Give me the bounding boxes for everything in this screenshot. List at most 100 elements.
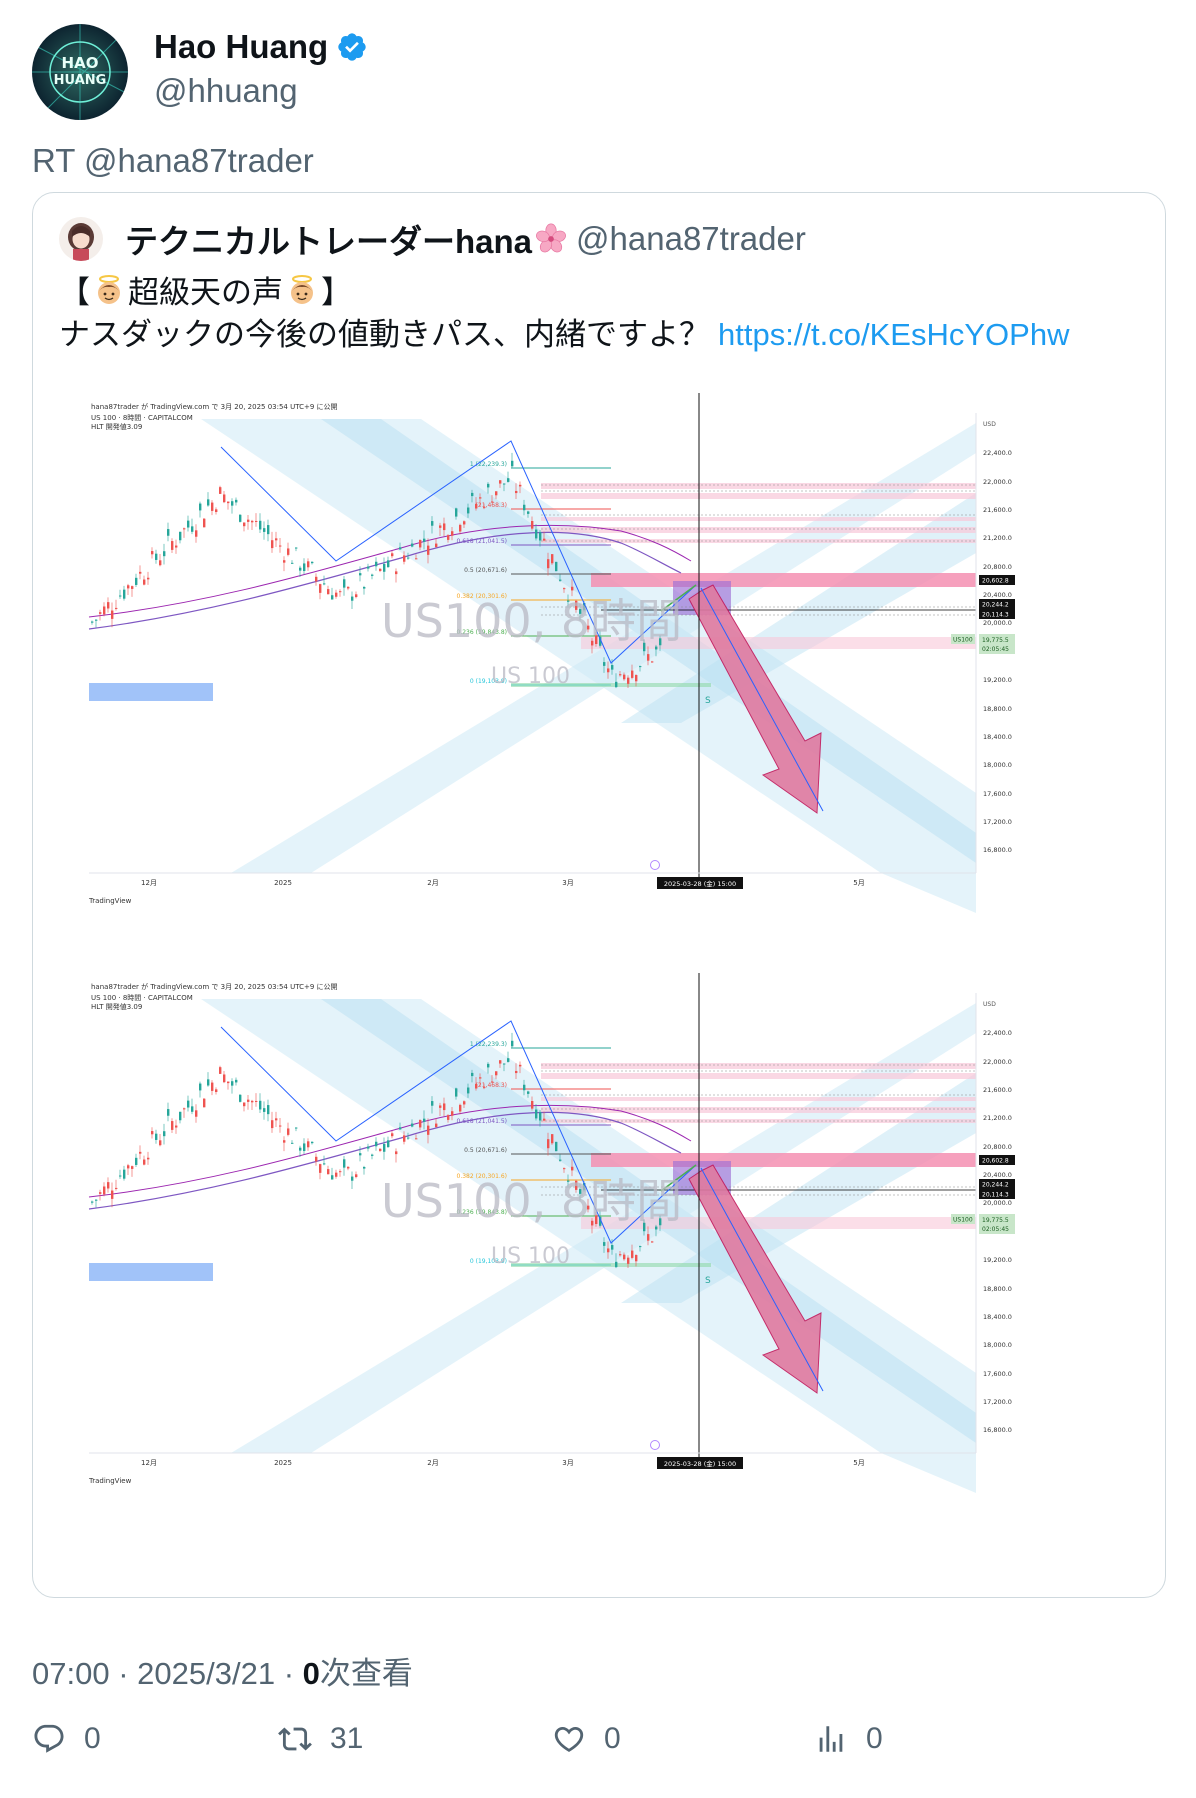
like-button[interactable]: 0 <box>552 1722 621 1756</box>
analytics-icon <box>819 1726 843 1752</box>
fib-label: 0.5 (20,671.6) <box>464 567 507 574</box>
quoted-tweet-link[interactable]: https://t.co/KEsHcYOPhw <box>718 317 1070 352</box>
candle-body <box>539 532 542 541</box>
candle-body <box>519 1064 522 1067</box>
candle-body <box>323 1163 326 1165</box>
last-price-tag <box>979 634 1015 654</box>
candles <box>91 1032 662 1269</box>
retweet-text: RT @hana87trader <box>32 142 314 179</box>
quoted-tweet-heading: 超級天の声 <box>128 275 283 310</box>
quoted-author-name[interactable]: テクニカルトレーダーhana <box>125 223 533 260</box>
retweet-icon <box>278 1727 312 1751</box>
candle-body <box>243 522 246 527</box>
candle-body <box>179 1111 182 1121</box>
y-tick-label: 20,000.0 <box>983 1199 1012 1207</box>
candle-body <box>127 1165 130 1169</box>
candle-body <box>503 483 506 485</box>
candle-body <box>435 1123 438 1128</box>
price-tag-label: 20,602.8 <box>982 578 1009 585</box>
candle-body <box>267 1105 270 1115</box>
candle-body <box>479 1077 482 1079</box>
fib-label: 0.618 (21,041.5) <box>457 1118 507 1125</box>
candle-body <box>251 1100 254 1103</box>
x-tick-label: 12月 <box>141 879 157 887</box>
y-tick-label: 17,200.0 <box>983 1398 1012 1406</box>
author-avatar[interactable]: HAO HUANG <box>32 24 128 120</box>
candle-body <box>399 547 402 550</box>
candle-body <box>347 586 350 589</box>
author-name[interactable]: Hao Huang <box>154 28 329 65</box>
candle-body <box>443 1103 446 1111</box>
views-button[interactable]: 0 <box>814 1722 883 1756</box>
candle-body <box>639 666 642 668</box>
candle-body <box>635 675 638 682</box>
candle-body <box>227 1081 230 1084</box>
candle-body <box>119 595 122 597</box>
candle-body <box>467 507 470 514</box>
candle-body <box>651 661 654 663</box>
candle-body <box>251 520 254 523</box>
candle-body <box>563 588 566 590</box>
y-tick-label: 18,800.0 <box>983 1285 1012 1293</box>
candle-body <box>143 579 146 585</box>
candle-body <box>443 523 446 531</box>
up-channel-inner <box>621 493 976 723</box>
candle-body <box>303 1143 306 1152</box>
candle-body <box>587 625 590 630</box>
candle-body <box>211 502 214 511</box>
x-tick-label: 2月 <box>427 879 438 887</box>
candle-body <box>523 504 526 511</box>
tweet-date[interactable]: 2025/3/21 <box>137 1656 276 1691</box>
quoted-author-handle[interactable]: @hana87trader <box>576 220 806 257</box>
candle-body <box>515 490 518 494</box>
y-tick-label: 17,600.0 <box>983 790 1012 798</box>
chart-watermark: US100, 8時間 <box>381 1174 682 1228</box>
candle-body <box>439 525 442 528</box>
candle-body <box>543 538 546 541</box>
candle-body <box>395 1151 398 1155</box>
candle-body <box>543 1118 546 1121</box>
candle-body <box>475 503 478 509</box>
candle-body <box>611 665 614 670</box>
author-handle[interactable]: @hhuang <box>154 72 298 109</box>
candle-body <box>595 1214 598 1225</box>
quoted-author-avatar[interactable] <box>59 217 103 261</box>
cursor-time-tag <box>657 877 743 889</box>
bracket-close: 】 <box>321 275 352 310</box>
quoted-tweet-card[interactable]: テクニカルトレーダーhana @hana87trader 【 超級天の声 <box>32 192 1166 1598</box>
resistance-zone <box>541 1073 976 1079</box>
y-tick-label: 20,800.0 <box>983 563 1012 571</box>
candle-body <box>115 607 118 609</box>
zigzag-line <box>220 440 697 664</box>
quoted-tweet-text: ナスダックの今後の値動きパス、内緒ですよ？ <box>59 317 710 352</box>
candle-body <box>343 1159 346 1168</box>
y-tick-label: 19,200.0 <box>983 1256 1012 1264</box>
chart-image-1[interactable]: hana87trader が TradingView.com で 3月 20, … <box>61 393 1139 963</box>
candle-body <box>299 1147 302 1151</box>
candle-body <box>343 579 346 588</box>
candle-body <box>319 1164 322 1173</box>
candle-body <box>319 584 322 593</box>
candle-body <box>423 1118 426 1122</box>
price-tag <box>979 1179 1015 1189</box>
y-tick-label: 22,000.0 <box>983 478 1012 486</box>
currency-label: USD <box>983 421 996 428</box>
tweet-meta: 07:00 · 2025/3/21 · 0次查看 <box>32 1648 413 1693</box>
candle-body <box>355 1174 358 1178</box>
candle-body <box>187 520 190 528</box>
candle-body <box>219 487 222 494</box>
candle-body <box>263 1108 266 1112</box>
candle-body <box>491 501 494 503</box>
tweet-time[interactable]: 07:00 <box>32 1656 110 1691</box>
candle-body <box>303 563 306 572</box>
tradingview-brand: TradingView <box>88 897 132 905</box>
candle-body <box>487 483 490 488</box>
candle-body <box>315 576 318 582</box>
chart-image-2[interactable]: hana87trader が TradingView.com で 3月 20, … <box>61 973 1139 1543</box>
reply-button[interactable]: 0 <box>32 1722 101 1756</box>
retweet-button[interactable]: 31 <box>278 1722 363 1756</box>
candle-body <box>467 1087 470 1094</box>
y-tick-label: 20,400.0 <box>983 1171 1012 1179</box>
last-price-label: 19,775.5 <box>982 637 1009 644</box>
candle-body <box>451 1111 454 1116</box>
